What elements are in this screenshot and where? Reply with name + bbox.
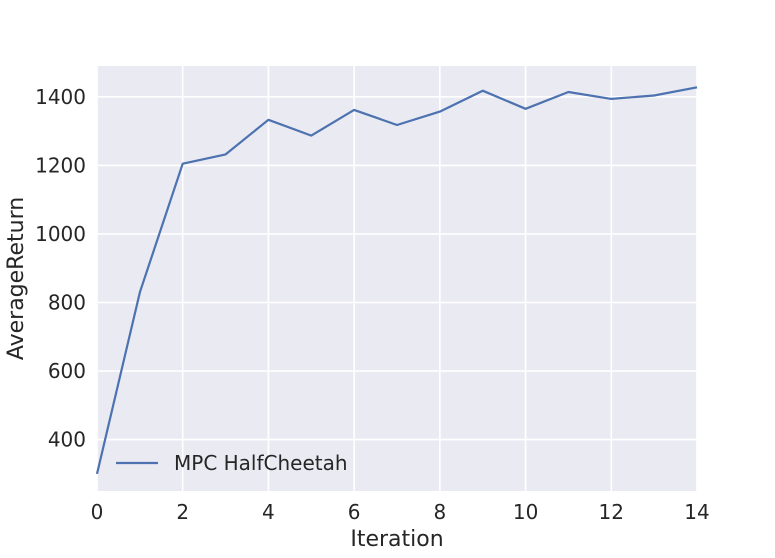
x-tick-label: 2	[176, 500, 189, 524]
x-tick-label: 6	[348, 500, 361, 524]
x-tick-label: 0	[91, 500, 104, 524]
y-tick-label: 1000	[35, 222, 86, 246]
series-line-mpc-halfcheetah	[95, 86, 698, 475]
y-tick-label: 400	[48, 428, 86, 452]
legend: MPC HalfCheetah	[116, 451, 348, 475]
y-tick-label: 1200	[35, 153, 86, 177]
plot-area	[97, 66, 697, 491]
x-tick-label: 12	[599, 500, 624, 524]
x-axis-label: Iteration	[350, 527, 443, 552]
x-tick-label: 8	[433, 500, 446, 524]
x-tick-label: 14	[684, 500, 709, 524]
x-tick-labels: 0 2 4 6 8 10 12 14	[91, 500, 710, 524]
y-tick-label: 600	[48, 359, 86, 383]
x-tick-label: 4	[262, 500, 275, 524]
y-tick-label: 1400	[35, 85, 86, 109]
series-layer	[95, 86, 698, 475]
y-tick-labels: 400 600 800 1000 1200 1400	[35, 85, 86, 452]
y-axis-label: AverageReturn	[4, 197, 29, 360]
x-tick-label: 10	[513, 500, 538, 524]
y-tick-label: 800	[48, 290, 86, 314]
legend-label-mpc-halfcheetah: MPC HalfCheetah	[174, 451, 348, 475]
